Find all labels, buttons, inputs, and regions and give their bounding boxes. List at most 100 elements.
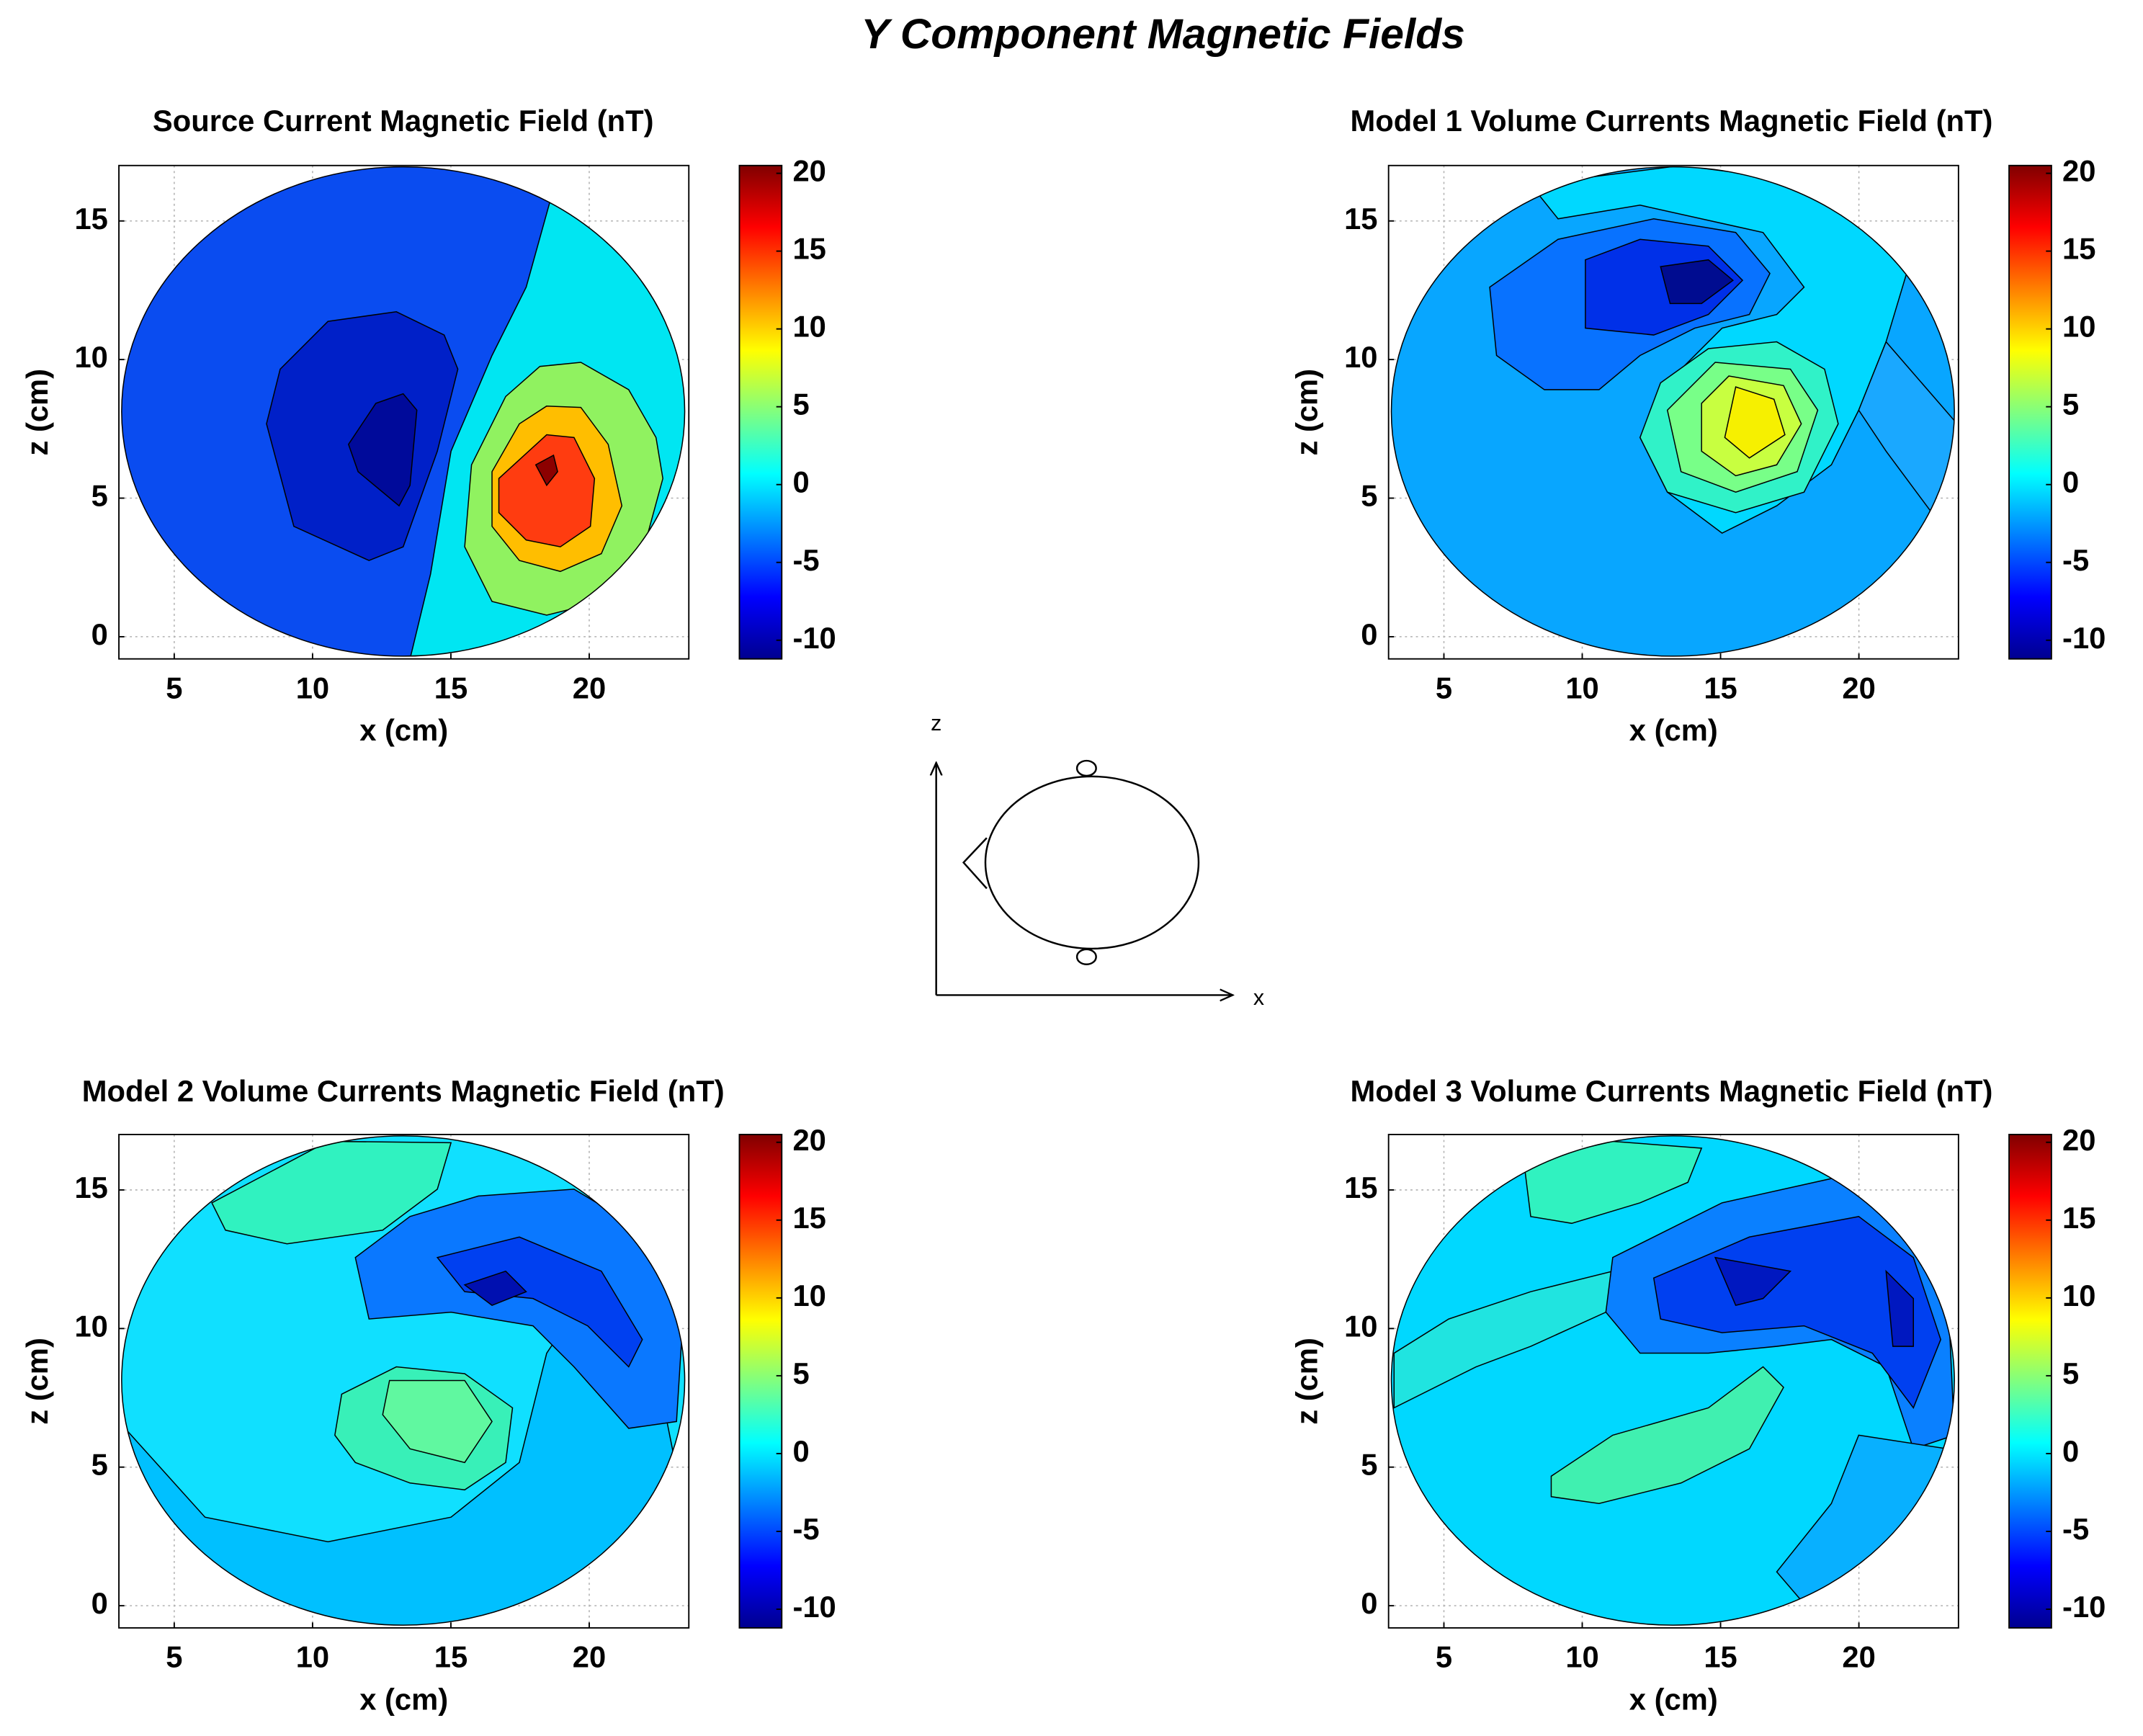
y-tick-label: 15 [1344,202,1377,236]
contour-region [1724,386,1786,459]
contour-region [1660,259,1735,305]
x-tick-label: 10 [296,671,329,704]
colorbar-tick-label: 15 [2062,232,2095,266]
y-tick-label: 0 [91,617,108,651]
y-tick-label: 10 [1344,340,1377,374]
y-axis-label: z (cm) [1290,1338,1324,1425]
contour-regions [1391,1135,1955,1626]
head-outline [121,166,686,657]
colorbar-tick-label: -5 [792,543,819,577]
y-tick-label: 0 [1361,1586,1377,1620]
panel-title: Model 3 Volume Currents Magnetic Field (… [1350,1074,1992,1108]
y-tick-label: 5 [1361,479,1377,513]
panel-title: Source Current Magnetic Field (nT) [153,104,654,138]
colorbar-tick-label: -10 [792,621,836,655]
colorbar-tick-label: 20 [792,1123,826,1157]
x-tick-label: 15 [434,1640,467,1674]
contour-region [1858,341,1955,549]
x-tick-label: 5 [166,671,182,704]
colorbar [738,164,783,660]
x-tick-label: 15 [1704,671,1737,704]
colorbar-tick-label: 10 [792,310,826,344]
colorbar-tick-label: 10 [2062,1279,2095,1312]
panel: 5 10 15 20 0 5 10 15 x (cm) z (cm) Source Current … [20,104,836,747]
x-tick-label: 20 [573,671,606,704]
x-tick-label: 15 [434,671,467,704]
x-tick-label: 5 [1436,1640,1452,1674]
panel-title: Model 2 Volume Currents Magnetic Field (… [82,1074,725,1108]
axes-frame [1387,1134,1959,1629]
y-tick-label: 5 [1361,1448,1377,1482]
y-tick-label: 5 [91,479,108,513]
head-schematic [936,759,1233,995]
colorbar-tick-label: 0 [792,1434,809,1468]
y-tick-label: 15 [74,202,107,236]
colorbar-tick-label: 5 [792,388,809,421]
colorbar-tick-label: 20 [2062,154,2095,188]
y-tick-label: 10 [1344,1309,1377,1343]
colorbar [2008,1134,2052,1629]
colorbar-tick-label: 0 [2062,1434,2079,1468]
y-axis-label: z (cm) [20,1338,54,1425]
colorbar-tick-label: -5 [792,1512,819,1546]
contour-regions [121,166,685,656]
x-axis-label: x [1253,986,1264,1010]
y-tick-label: 15 [74,1171,107,1204]
panel: 5 10 15 20 0 5 10 15 x (cm) z (cm) Model 2 Volume … [20,1074,836,1716]
colorbar-tick-label: 15 [792,232,826,266]
contour-region [382,1379,493,1464]
panel: 5 10 15 20 0 5 10 15 x (cm) z (cm) Model 3 Volume … [1290,1074,2106,1716]
colorbar-tick-label: -10 [2062,1590,2106,1624]
y-tick-label: 0 [91,1586,108,1620]
contour-field [121,1135,685,1626]
x-tick-label: 10 [1565,1640,1598,1674]
y-axis-label: z (cm) [1290,369,1324,456]
figure-title: Y Component Magnetic Fields [861,11,1465,58]
colorbar-tick-label: 10 [2062,310,2095,344]
head-outline [121,1135,686,1626]
colorbar-tick-label: -10 [792,1590,836,1624]
colorbar-tick-label: -5 [2062,543,2089,577]
x-tick-label: 20 [573,1640,606,1674]
contour-region [1885,1269,1915,1347]
x-tick-label: 15 [1704,1640,1737,1674]
x-axis-label: x (cm) [1629,1682,1718,1716]
contour-region [463,1270,527,1307]
colorbar-tick-label: 20 [2062,1123,2095,1157]
x-axis-label: x (cm) [359,713,448,747]
contour-region [211,1140,452,1245]
contour-field [121,166,685,656]
z-axis-label: z [931,712,941,735]
colorbar [738,1134,783,1629]
colorbar-tick-label: 20 [792,154,826,188]
y-tick-label: 10 [74,1309,107,1343]
x-tick-label: 10 [1565,671,1598,704]
x-axis-label: x (cm) [359,1682,448,1716]
contour-region [347,393,418,507]
head-outline [1390,166,1955,657]
colorbar-tick-label: 10 [792,1279,826,1312]
contour-region [1550,1366,1784,1505]
colorbar-tick-label: 0 [792,465,809,499]
panel-title: Model 1 Volume Currents Magnetic Field (… [1350,104,1992,138]
contour-region [1523,1140,1703,1225]
contour-region [498,434,596,547]
x-tick-label: 20 [1842,1640,1875,1674]
y-tick-label: 0 [1361,617,1377,651]
colorbar-tick-label: 5 [2062,1356,2079,1390]
colorbar-tick-label: 5 [2062,388,2079,421]
axes-frame [1387,164,1959,660]
colorbar-tick-label: -10 [2062,621,2106,655]
x-tick-label: 5 [166,1640,182,1674]
contour-regions [121,1135,685,1626]
contour-field [1391,166,1955,656]
colorbar-tick-label: 5 [792,1356,809,1390]
colorbar-tick-label: 15 [792,1201,826,1235]
contour-region [1714,1256,1792,1307]
colorbar-tick-label: -5 [2062,1512,2089,1546]
x-tick-label: 20 [1842,671,1875,704]
contour-region [534,454,558,487]
y-tick-label: 5 [91,1448,108,1482]
head-outline [1390,1135,1955,1626]
